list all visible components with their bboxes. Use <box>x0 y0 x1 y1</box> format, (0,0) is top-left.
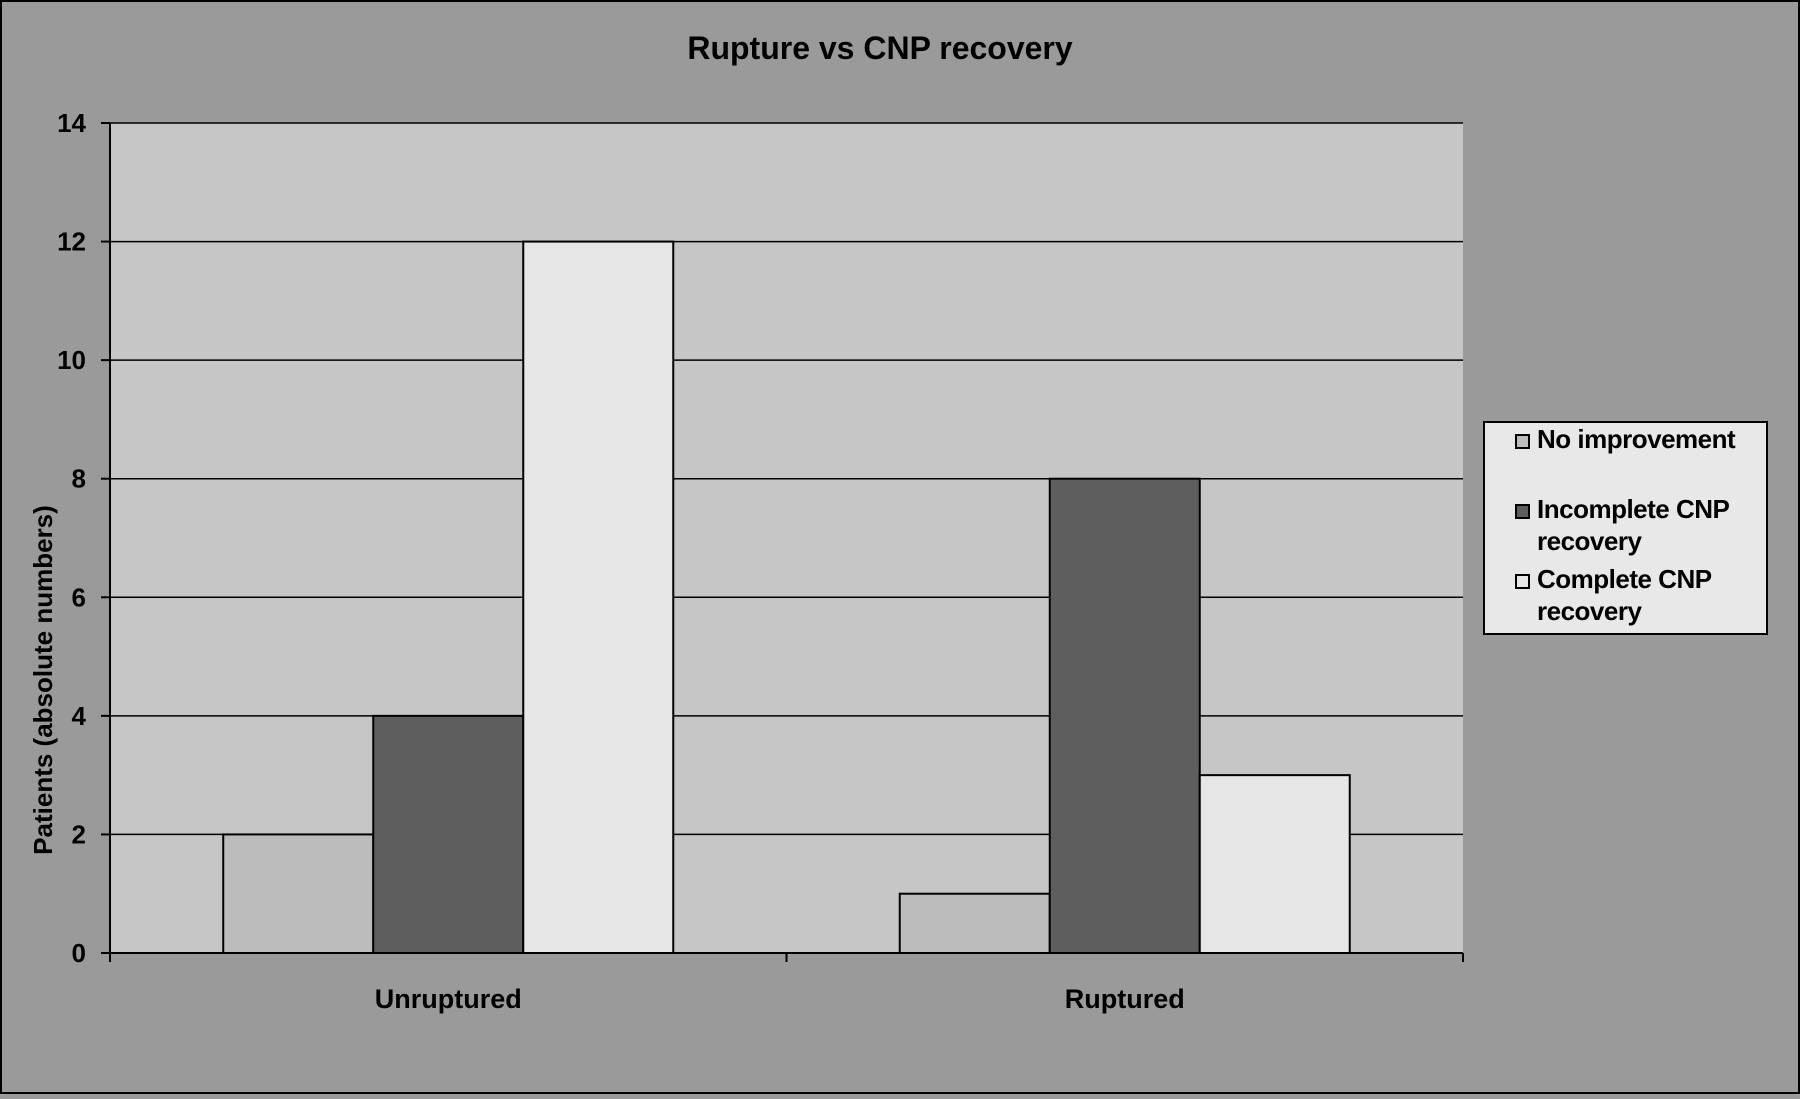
y-tick-label: 4 <box>72 701 87 731</box>
y-axis-label: Patients (absolute numbers) <box>28 505 58 855</box>
y-tick-label: 0 <box>72 938 86 968</box>
y-tick-label: 12 <box>57 227 86 257</box>
x-category-label: Unruptured <box>375 984 522 1014</box>
legend-label: Complete CNP <box>1537 564 1712 594</box>
gridlines <box>110 122 1463 836</box>
x-category-labels: Unruptured Ruptured <box>375 984 1185 1014</box>
y-tick-label: 14 <box>57 108 86 138</box>
bar <box>898 892 1051 955</box>
legend-swatch <box>1515 504 1530 519</box>
legend-label: recovery <box>1537 596 1642 626</box>
bar <box>372 714 525 954</box>
bar <box>1198 774 1351 955</box>
bar <box>1048 477 1201 954</box>
y-tick-label: 10 <box>57 345 86 375</box>
legend-swatch <box>1515 434 1530 449</box>
legend-label: Incomplete CNP <box>1537 494 1730 524</box>
bar <box>522 240 675 955</box>
y-tick-labels: 0 2 4 6 8 10 12 14 <box>57 108 86 968</box>
legend-box <box>1483 421 1768 635</box>
y-tick-label: 6 <box>72 582 86 612</box>
legend-swatch <box>1515 574 1530 589</box>
y-tick-label: 8 <box>72 464 86 494</box>
axes <box>101 122 1464 962</box>
legend-label: No improvement <box>1537 424 1736 454</box>
legend-label: recovery <box>1537 526 1642 556</box>
y-tick-label: 2 <box>72 819 86 849</box>
x-category-label: Ruptured <box>1065 984 1185 1014</box>
chart-title: Rupture vs CNP recovery <box>687 30 1073 66</box>
bar <box>222 833 375 955</box>
